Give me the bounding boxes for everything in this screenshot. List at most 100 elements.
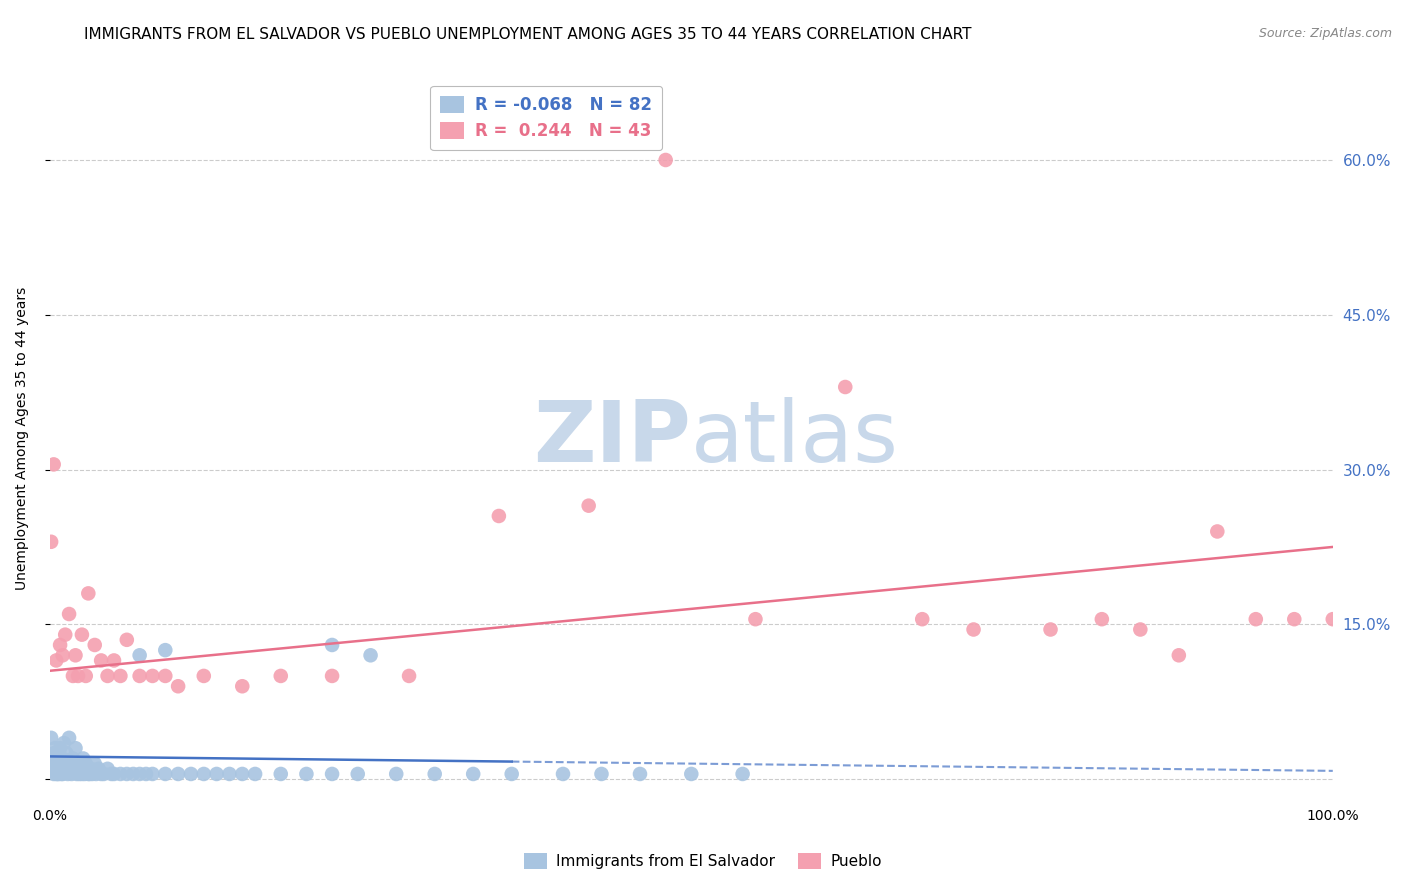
Point (67, 767, 90, 781)
Point (141, 767, 163, 781)
Point (731, 767, 754, 781)
Point (60, 767, 83, 781)
Point (39, 731, 62, 745)
Point (1322, 612, 1344, 626)
Point (51, 762, 73, 776)
Point (128, 669, 150, 683)
Point (962, 623, 984, 637)
Point (1167, 648, 1189, 663)
Point (218, 767, 240, 781)
Point (90, 767, 112, 781)
Point (93, 767, 115, 781)
Point (100, 767, 122, 781)
Point (53, 762, 76, 776)
Point (52, 756, 75, 771)
Point (110, 767, 132, 781)
Point (70, 627, 93, 641)
Point (49, 756, 72, 771)
Point (58, 756, 80, 771)
Point (423, 767, 446, 781)
Point (79, 767, 101, 781)
Point (52, 736, 75, 750)
Point (1284, 612, 1306, 626)
Point (70, 767, 93, 781)
Point (591, 767, 613, 781)
Point (52, 751, 75, 765)
Point (321, 669, 343, 683)
Text: ZIP: ZIP (533, 397, 692, 480)
Point (115, 767, 138, 781)
Point (46, 751, 69, 765)
Point (45, 756, 67, 771)
Point (1091, 612, 1114, 626)
Text: atlas: atlas (692, 397, 900, 480)
Point (578, 499, 600, 513)
Point (155, 767, 177, 781)
Point (48, 762, 70, 776)
Point (62, 669, 84, 683)
Point (42, 767, 65, 781)
Point (122, 767, 145, 781)
Point (321, 638, 343, 652)
Point (39, 534, 62, 549)
Point (1206, 524, 1229, 539)
Point (911, 612, 934, 626)
Point (67, 756, 90, 771)
Point (45, 767, 67, 781)
Point (44, 762, 66, 776)
Point (270, 669, 292, 683)
Point (42, 747, 65, 761)
Point (654, 153, 676, 167)
Point (90, 653, 112, 667)
Point (84, 767, 107, 781)
Point (77, 767, 100, 781)
Point (72, 751, 94, 765)
Point (681, 767, 703, 781)
Point (155, 669, 177, 683)
Point (65, 648, 87, 663)
Point (128, 648, 150, 663)
Legend: R = -0.068   N = 82, R =  0.244   N = 43: R = -0.068 N = 82, R = 0.244 N = 43 (430, 86, 662, 151)
Point (155, 643, 177, 657)
Point (52, 648, 75, 663)
Point (1244, 612, 1267, 626)
Point (360, 648, 382, 663)
Point (58, 731, 80, 745)
Point (628, 767, 651, 781)
Point (65, 741, 87, 756)
Point (63, 762, 86, 776)
Point (59, 762, 82, 776)
Point (83, 638, 105, 652)
Point (97, 669, 120, 683)
Point (76, 762, 98, 776)
Point (51, 767, 73, 781)
Point (48, 767, 70, 781)
Point (75, 756, 97, 771)
Point (45, 653, 67, 667)
Point (97, 762, 120, 776)
Point (295, 767, 318, 781)
Text: Source: ZipAtlas.com: Source: ZipAtlas.com (1258, 27, 1392, 40)
Point (46, 767, 69, 781)
Point (128, 767, 150, 781)
Legend: Immigrants from El Salvador, Pueblo: Immigrants from El Salvador, Pueblo (517, 847, 889, 875)
Point (744, 612, 766, 626)
Point (193, 669, 215, 683)
Point (66, 767, 89, 781)
Point (41, 751, 63, 765)
Point (231, 767, 253, 781)
Point (115, 632, 138, 647)
Point (193, 767, 215, 781)
Point (103, 767, 125, 781)
Point (83, 756, 105, 771)
Point (44, 741, 66, 756)
Point (488, 508, 510, 523)
Point (205, 767, 228, 781)
Point (231, 679, 253, 693)
Point (243, 767, 266, 781)
Point (385, 767, 408, 781)
Y-axis label: Unemployment Among Ages 35 to 44 years: Unemployment Among Ages 35 to 44 years (15, 287, 30, 591)
Point (501, 767, 523, 781)
Point (67, 669, 90, 683)
Point (75, 669, 97, 683)
